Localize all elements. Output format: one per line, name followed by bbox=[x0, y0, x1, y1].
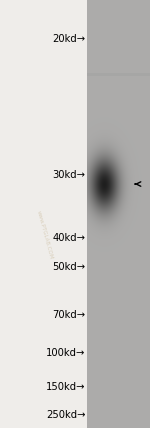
Text: 30kd→: 30kd→ bbox=[52, 170, 86, 181]
Text: 40kd→: 40kd→ bbox=[52, 232, 86, 243]
Text: 20kd→: 20kd→ bbox=[52, 33, 86, 44]
Text: 250kd→: 250kd→ bbox=[46, 410, 86, 420]
Text: 100kd→: 100kd→ bbox=[46, 348, 86, 358]
Text: 50kd→: 50kd→ bbox=[52, 262, 86, 273]
Text: 150kd→: 150kd→ bbox=[46, 382, 86, 392]
Text: 70kd→: 70kd→ bbox=[52, 309, 86, 320]
Text: www.PTGLAB.COM: www.PTGLAB.COM bbox=[36, 211, 54, 260]
